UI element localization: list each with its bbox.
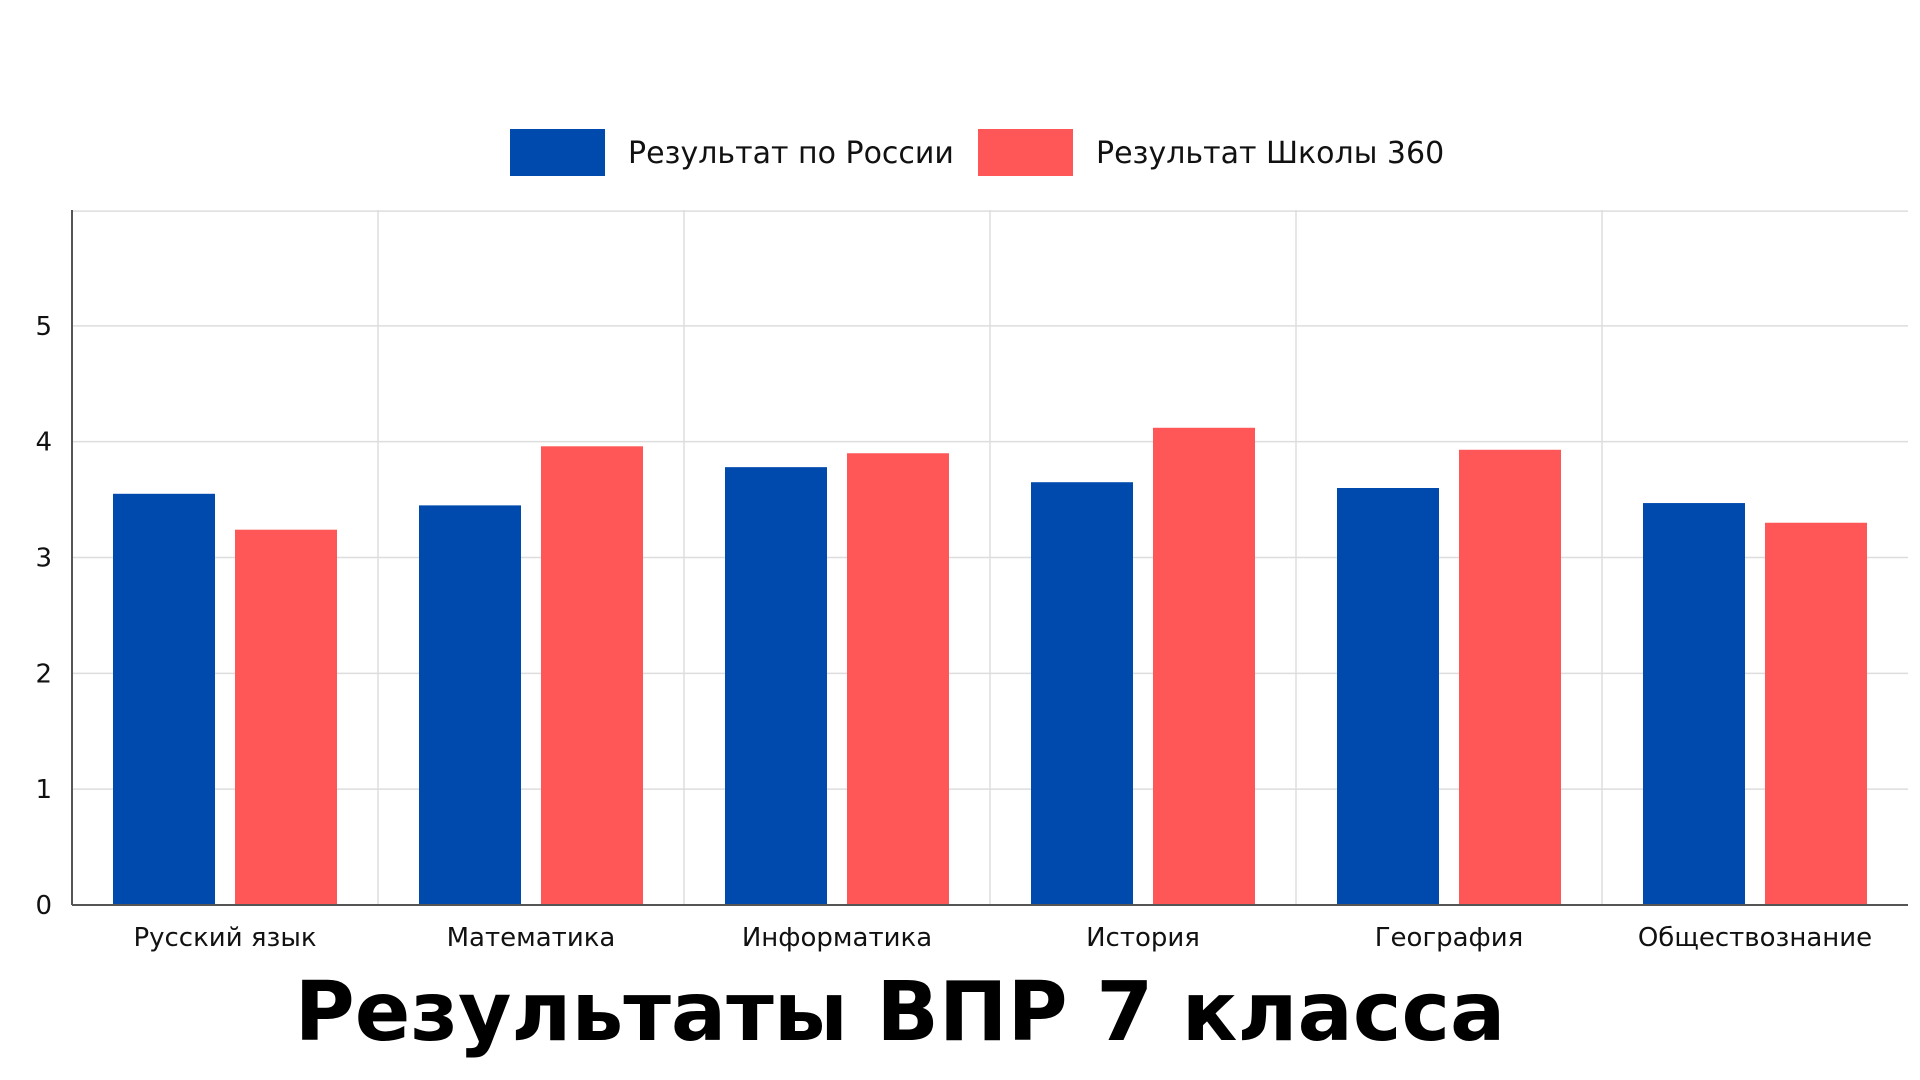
- axes: [71, 210, 1908, 906]
- chart-title: Результаты ВПР 7 класса: [295, 965, 1506, 1060]
- legend-label-1: Результат по России: [628, 136, 954, 171]
- y-tick-label: 5: [35, 312, 52, 342]
- bar-1-2: [419, 505, 521, 905]
- bar-1-3: [725, 467, 827, 905]
- bar-1-6: [1643, 503, 1745, 905]
- x-axis-labels: Русский язык Математика Информатика История…: [133, 923, 1872, 953]
- y-axis-ticks: 0 1 2 3 4 5: [35, 312, 52, 921]
- x-tick-label: Русский язык: [133, 923, 316, 953]
- y-tick-label: 3: [35, 544, 52, 574]
- legend-label-2: Результат Школы 360: [1096, 136, 1444, 171]
- bar-2-2: [541, 446, 643, 905]
- bar-2-4: [1153, 427, 1255, 905]
- x-tick-label: История: [1086, 923, 1200, 953]
- bar-2-5: [1459, 449, 1561, 905]
- bar-2-1: [235, 529, 337, 905]
- legend: Результат по России Результат Школы 360: [510, 129, 1444, 176]
- bars: [113, 427, 1867, 905]
- y-tick-label: 4: [35, 428, 52, 458]
- y-tick-label: 1: [35, 775, 52, 805]
- bar-2-6: [1765, 522, 1867, 905]
- y-tick-label: 2: [35, 659, 52, 689]
- bar-1-4: [1031, 482, 1133, 905]
- x-tick-label: Математика: [447, 923, 616, 953]
- x-tick-label: География: [1375, 923, 1524, 953]
- gridlines: [72, 210, 1908, 905]
- x-tick-label: Информатика: [742, 923, 932, 953]
- legend-swatch-1: [510, 129, 605, 176]
- bar-2-3: [847, 453, 949, 905]
- bar-1-1: [113, 493, 215, 905]
- bar-1-5: [1337, 488, 1439, 905]
- x-tick-label: Обществознание: [1638, 923, 1872, 953]
- legend-swatch-2: [978, 129, 1073, 176]
- y-tick-label: 0: [35, 891, 52, 921]
